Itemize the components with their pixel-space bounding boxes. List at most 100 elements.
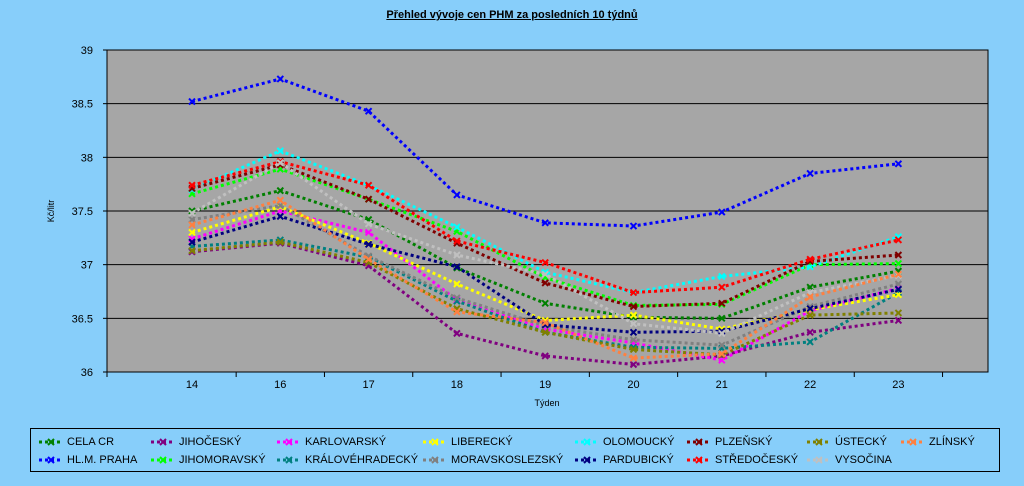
legend-item: JIHOČESKÝ (151, 434, 241, 450)
y-tick-label: 38.5 (72, 99, 93, 111)
legend-swatch (575, 438, 599, 446)
legend-label: KRÁLOVÉHRADECKÝ (305, 454, 419, 466)
data-point (453, 237, 461, 245)
data-point (718, 350, 726, 358)
data-point (629, 354, 638, 362)
series-line (191, 198, 899, 360)
legend-item: HL.M. PRAHA (39, 452, 137, 468)
series-st-edo-esk- (188, 157, 903, 297)
data-point (364, 107, 373, 115)
data-point (894, 316, 903, 325)
y-tick-label: 37 (81, 260, 93, 272)
legend-label: OLOMOUCKÝ (603, 436, 675, 448)
data-point (718, 283, 726, 291)
x-tick-label: 14 (186, 379, 198, 391)
y-axis-label: Kč/litr (46, 200, 56, 223)
data-point (629, 336, 638, 344)
y-tick-label: 36 (81, 367, 93, 379)
legend-label: CELA CR (67, 436, 115, 448)
series-line (191, 77, 899, 228)
data-point (364, 240, 373, 248)
series-line (191, 241, 899, 366)
data-point (453, 251, 461, 259)
legend-item: JIHOMORAVSKÝ (151, 452, 266, 468)
legend-item: OLOMOUCKÝ (575, 434, 675, 450)
legend-label: JIHOMORAVSKÝ (179, 454, 266, 466)
legend-label: KARLOVARSKÝ (305, 436, 387, 448)
legend-item: CELA CR (39, 434, 114, 450)
legend-label: MORAVSKOSLEZSKÝ (451, 454, 564, 466)
legend-item: KRÁLOVÉHRADECKÝ (277, 452, 418, 468)
legend-item: ZLÍNSKÝ (901, 434, 975, 450)
data-point (806, 293, 814, 301)
data-point (541, 279, 549, 287)
legend-label: HL.M. PRAHA (67, 454, 138, 466)
data-point (188, 228, 196, 237)
legend-item: STŘEDOČESKÝ (687, 452, 798, 468)
data-point (364, 228, 373, 237)
series-vyso-ina (188, 158, 903, 338)
data-point (806, 255, 814, 264)
legend-item: PARDUBICKÝ (575, 452, 674, 468)
series--steck- (188, 238, 903, 359)
x-tick-label: 16 (274, 379, 286, 391)
data-point (718, 314, 726, 323)
data-point (188, 97, 196, 106)
data-point (806, 304, 814, 313)
data-point (276, 238, 285, 246)
data-point (276, 147, 285, 155)
data-point (894, 160, 903, 168)
data-point (453, 308, 461, 316)
data-point (718, 341, 726, 349)
data-point (629, 345, 638, 354)
data-point (629, 302, 638, 311)
data-point (718, 329, 726, 338)
data-point (806, 328, 814, 336)
legend-item: PLZEŇSKÝ (687, 434, 772, 450)
data-point (364, 181, 373, 189)
y-tick-label: 38 (81, 152, 93, 164)
data-point (188, 181, 196, 189)
data-point (453, 223, 461, 231)
x-tick-label: 20 (627, 379, 639, 391)
legend-swatch (807, 456, 831, 464)
x-axis: 14 16 17 18 19 20 21 22 23 (106, 372, 944, 391)
data-point (364, 220, 373, 228)
data-point (188, 221, 196, 229)
series-zl-nsk- (188, 196, 903, 362)
data-point (453, 280, 461, 288)
data-point (629, 328, 638, 336)
data-point (894, 251, 903, 259)
y-axis: 36 36.5 37 37.5 38 38.5 39 (72, 45, 107, 379)
data-point (629, 311, 638, 319)
legend-swatch (277, 456, 301, 464)
legend-swatch (151, 438, 175, 446)
data-point (541, 270, 549, 279)
legend-label: PARDUBICKÝ (603, 454, 674, 466)
data-point (453, 329, 461, 338)
legend-item: VYSOČINA (807, 452, 892, 468)
data-point (276, 75, 285, 83)
x-tick-label: 22 (804, 379, 816, 391)
legend-label: ÚSTECKÝ (835, 436, 887, 448)
data-point (894, 285, 903, 294)
legend-swatch (423, 456, 447, 464)
legend-swatch (39, 456, 63, 464)
legend-item: MORAVSKOSLEZSKÝ (423, 452, 563, 468)
x-tick-label: 18 (451, 379, 463, 391)
legend-label: VYSOČINA (835, 454, 892, 466)
legend-swatch (901, 438, 925, 446)
data-point (894, 259, 903, 268)
data-point (629, 222, 638, 230)
legend: CELA CR HL.M. PRAHA JIHOČESKÝ JIHOMORAVSKÝ K… (30, 428, 1000, 472)
data-point (541, 299, 549, 308)
legend-swatch (423, 438, 447, 446)
data-point (718, 272, 726, 281)
data-point (806, 338, 814, 346)
data-point (541, 328, 549, 336)
data-point (453, 191, 461, 199)
data-point (629, 288, 638, 297)
data-point (276, 196, 285, 204)
y-tick-label: 36.5 (72, 313, 93, 325)
series-line (191, 163, 899, 309)
